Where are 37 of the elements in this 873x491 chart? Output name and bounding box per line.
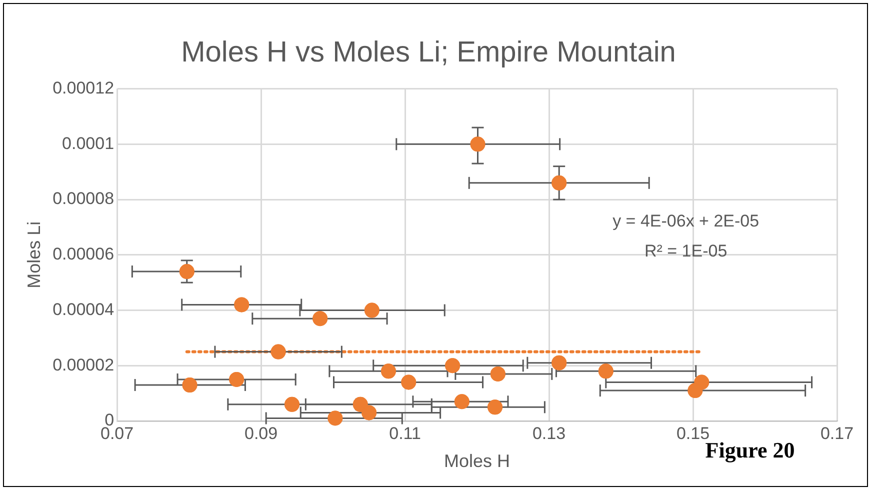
chart-title: Moles H vs Moles Li; Empire Mountain [181, 36, 676, 68]
point [328, 410, 343, 426]
point [688, 383, 703, 398]
point [552, 355, 567, 370]
point [229, 372, 244, 387]
annotation: R² = 1E-05 [644, 241, 728, 260]
point [182, 378, 198, 393]
x-tick-label: 0.13 [532, 424, 566, 443]
point [270, 344, 286, 360]
x-tick-label: 0.11 [389, 424, 421, 443]
y-tick-label: 0.00008 [52, 189, 114, 208]
annotation: y = 4E-06x + 2E-05 [612, 211, 760, 230]
point [312, 311, 328, 326]
point [352, 396, 368, 412]
x-axis-title: Moles H [444, 451, 510, 472]
point [362, 405, 377, 420]
x-tick-label: 0.09 [244, 424, 278, 443]
y-tick-label: 0.00002 [52, 355, 114, 374]
point [552, 175, 567, 190]
y-tick-label: 0.00006 [52, 244, 114, 264]
point [234, 297, 250, 312]
point [488, 400, 503, 415]
x-tick-label: 0.17 [820, 424, 854, 443]
point [598, 364, 614, 379]
point [364, 302, 380, 318]
point [490, 366, 506, 382]
y-tick-label: 0.00012 [52, 78, 114, 98]
point [380, 364, 396, 379]
point [445, 358, 460, 374]
point [401, 374, 416, 390]
point [284, 396, 300, 412]
y-tick-label: 0.0001 [62, 134, 114, 153]
y-tick-label: 0.00004 [52, 300, 114, 319]
y-axis-title: Moles Li [24, 221, 44, 288]
point [454, 394, 470, 410]
point [470, 136, 486, 152]
point [179, 264, 194, 280]
